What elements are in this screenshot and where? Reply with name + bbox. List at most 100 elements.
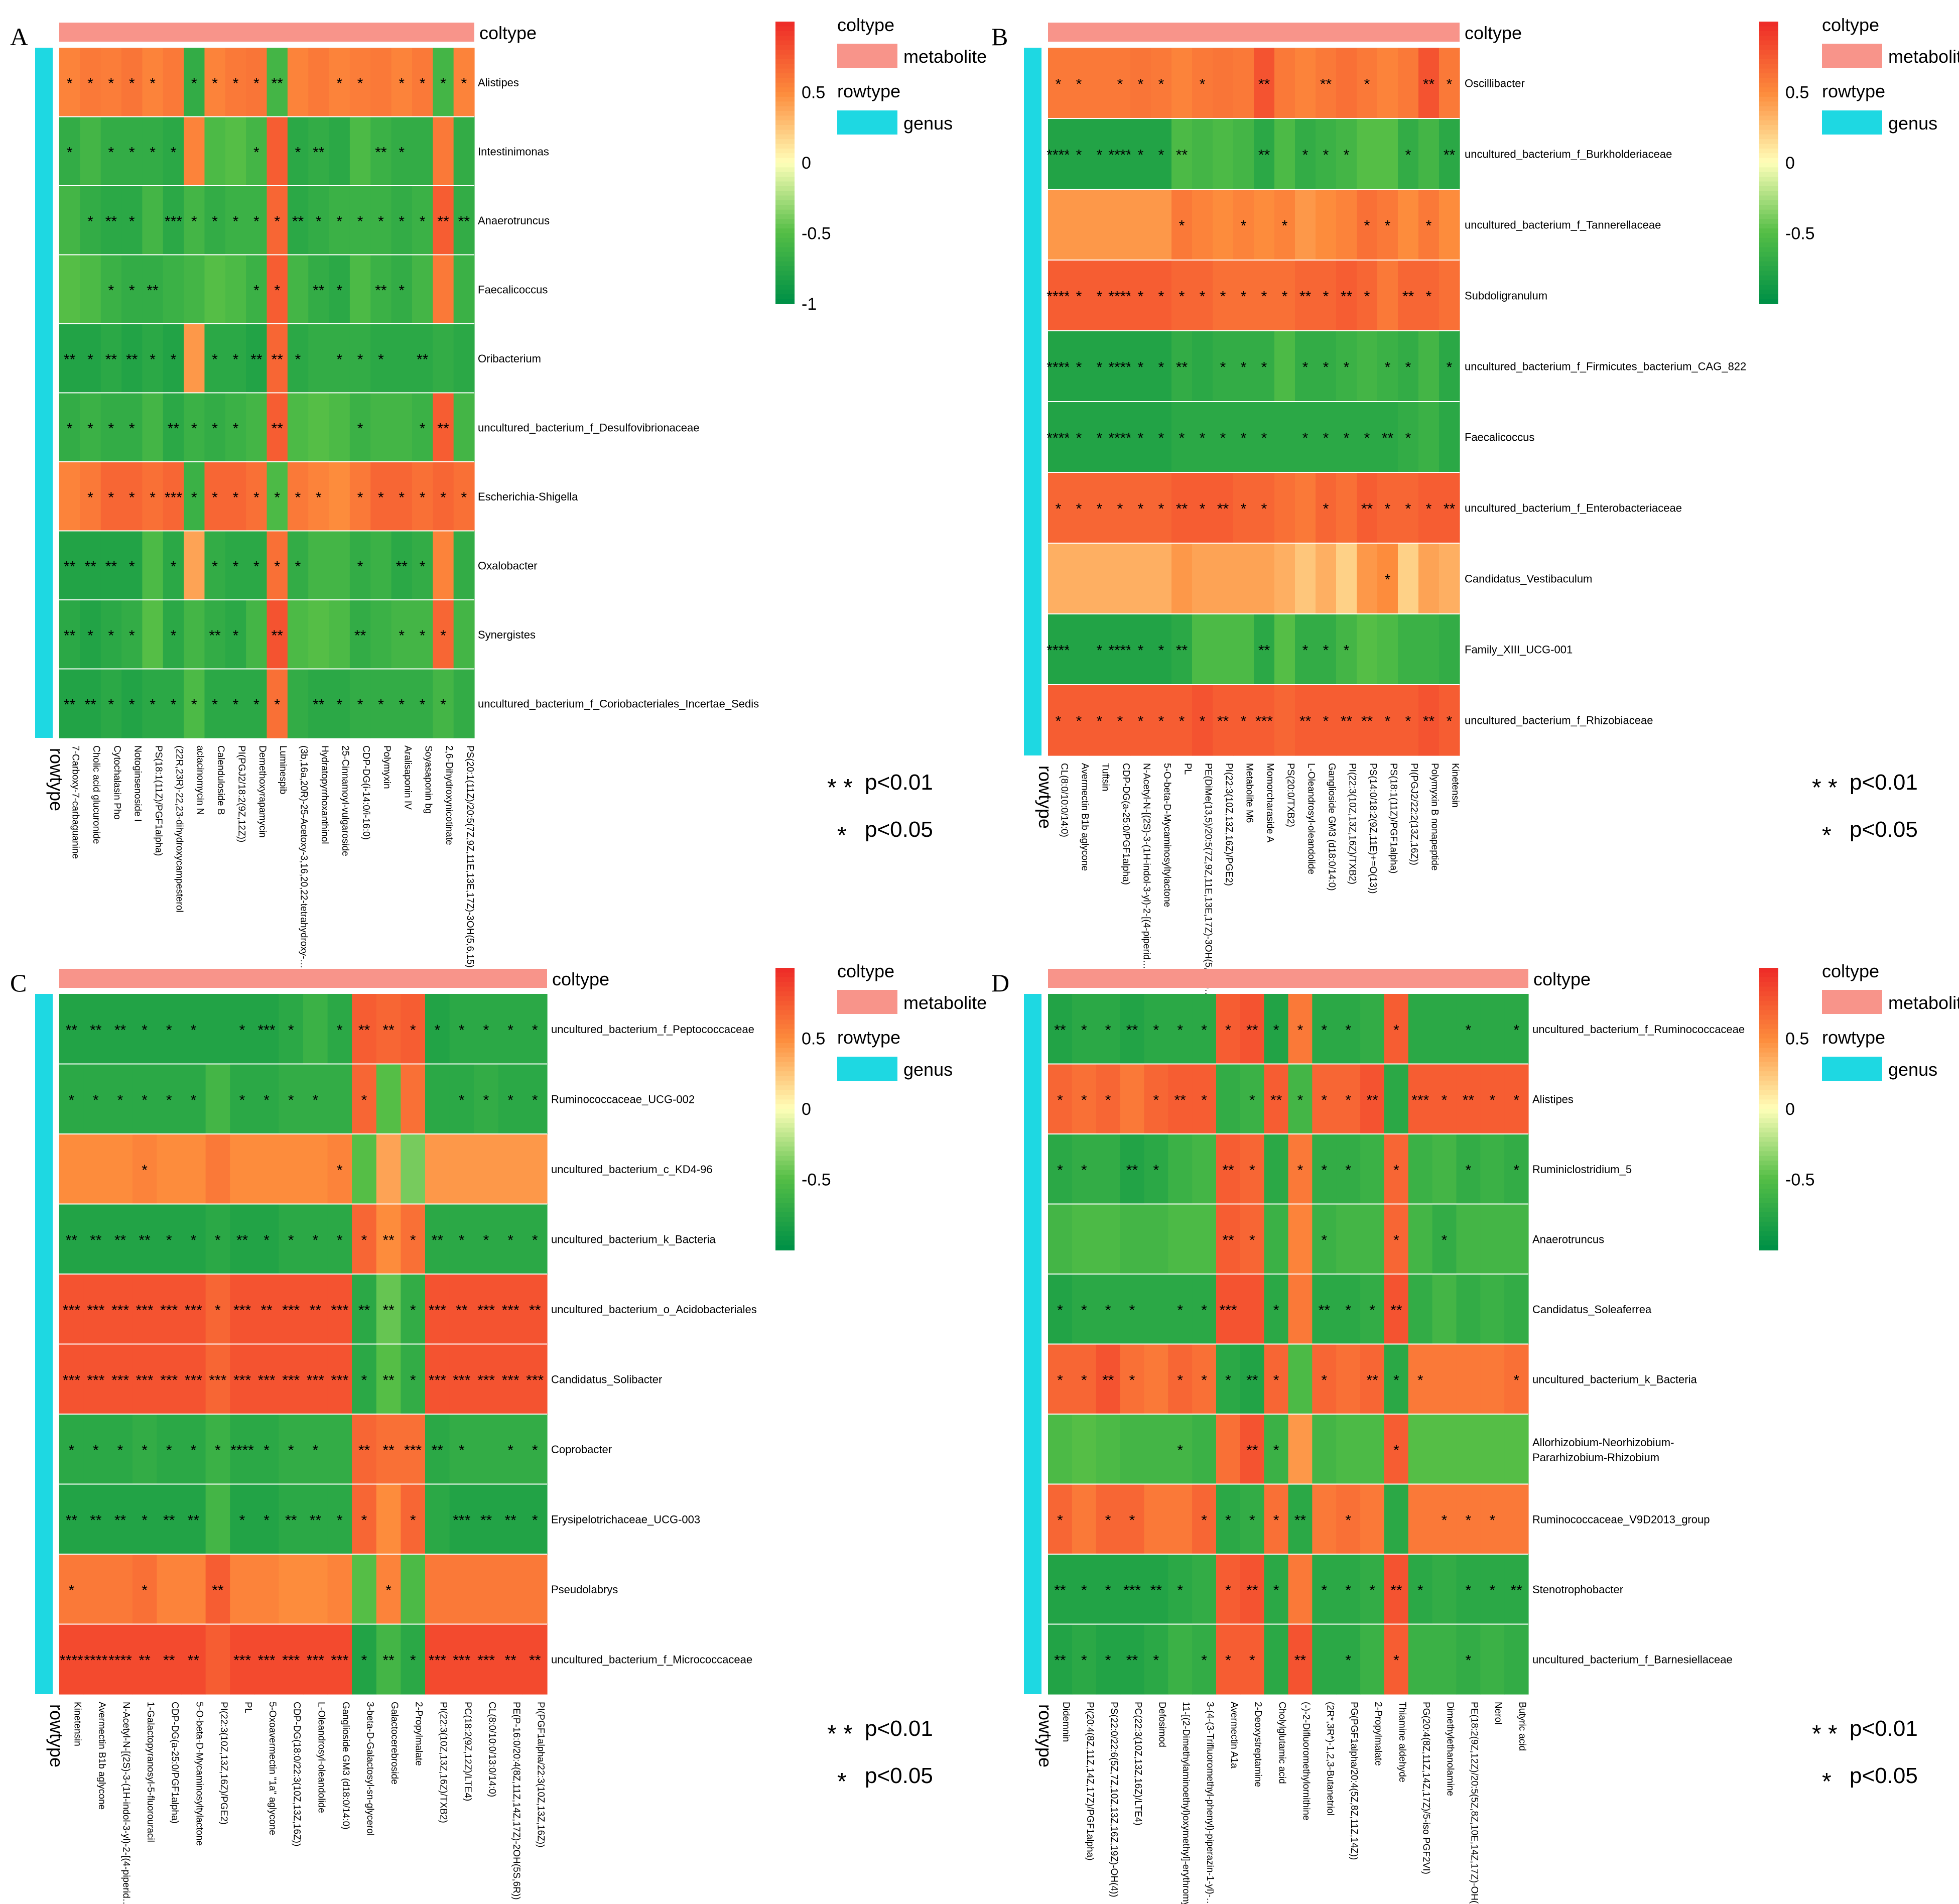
significance-mark: * <box>1225 1652 1231 1669</box>
significance-mark: ** <box>1294 1512 1307 1529</box>
legend-coltype-title: coltype <box>837 961 894 981</box>
heatmap-cell <box>1192 1484 1217 1555</box>
heatmap-cell <box>1408 1414 1433 1485</box>
significance-mark: * <box>399 282 405 299</box>
heatmap-cell <box>1048 994 1073 1065</box>
colorbar-segment <box>775 228 795 234</box>
heatmap-cell <box>1439 543 1460 614</box>
colorbar-segment <box>775 96 795 102</box>
significance-mark: ** <box>64 558 76 575</box>
significance-mark: * <box>1369 1302 1375 1319</box>
heatmap-cell <box>1336 260 1357 331</box>
heatmap-cell <box>391 48 413 117</box>
column-label: 3-(4-(3-Trifluoromethyl-phenyl)-piperazi… <box>1205 1702 1215 1904</box>
significance-mark: * <box>1105 1092 1111 1108</box>
significance-mark: * <box>1297 1022 1303 1039</box>
colorbar-tick-label: -0.5 <box>1785 224 1815 243</box>
significance-mark: * <box>253 75 259 92</box>
heatmap-cell <box>1432 1554 1457 1625</box>
significance-mark: **** <box>84 1652 108 1669</box>
significance-mark: * <box>142 1582 148 1599</box>
heatmap-cell <box>1408 1624 1433 1695</box>
heatmap-cell <box>433 600 454 670</box>
colorbar-segment <box>775 242 795 248</box>
colorbar-segment <box>1759 996 1778 1001</box>
column-label: 2-Propylmalate <box>414 1702 424 1766</box>
heatmap-cell <box>1089 472 1110 544</box>
colorbar-segment <box>775 294 795 300</box>
colorbar-tick-label: 0 <box>1785 1100 1795 1119</box>
heatmap-cell <box>1192 994 1217 1065</box>
heatmap-cell <box>329 48 350 117</box>
significance-mark: ** <box>66 1232 78 1248</box>
significance-mark: * <box>1220 359 1226 376</box>
heatmap-cell <box>1264 1414 1289 1485</box>
significance-mark: * <box>253 144 259 161</box>
column-label: Defosimod <box>1156 1702 1167 1747</box>
significance-mark: ** <box>1444 501 1456 518</box>
colorbar-tick-label: 0.5 <box>1785 1030 1809 1049</box>
column-label: Didemnin <box>1061 1702 1071 1742</box>
significance-mark: ** <box>310 1302 322 1319</box>
heatmap-cell <box>1456 1064 1481 1134</box>
heatmap-cell <box>1360 994 1385 1065</box>
significance-mark: * <box>459 1022 465 1039</box>
heatmap-cell <box>1360 1204 1385 1275</box>
significance-mark: * <box>1466 1652 1472 1669</box>
colorbar-segment <box>1759 257 1778 262</box>
heatmap-cell <box>83 1204 108 1275</box>
heatmap-cell <box>1398 472 1419 544</box>
heatmap-cell <box>1151 614 1172 685</box>
heatmap-cell <box>1089 331 1110 402</box>
heatmap-cell <box>1048 1134 1073 1205</box>
column-label: Luminespib <box>278 745 288 794</box>
colorbar-segment <box>1759 1146 1778 1152</box>
significance-mark: * <box>1153 1092 1159 1108</box>
heatmap-cell <box>83 1064 108 1134</box>
heatmap-cell <box>425 1134 450 1205</box>
heatmap-cell <box>308 600 330 670</box>
column-label: Aralisaponin IV <box>402 745 413 810</box>
significance-mark: * <box>410 1232 416 1248</box>
heatmap-cell <box>100 531 122 600</box>
significance-mark: ** <box>1366 1372 1378 1388</box>
significance-legend: * * p<0.01* p<0.05 <box>1812 1716 1918 1795</box>
heatmap-cell <box>225 669 246 738</box>
heatmap-cell <box>59 1064 84 1134</box>
heatmap-cell <box>157 1274 182 1345</box>
heatmap-cell <box>1336 685 1357 756</box>
significance-mark: *** <box>453 1652 470 1669</box>
heatmap-cell <box>1456 1624 1481 1695</box>
heatmap-cell <box>1312 1554 1337 1625</box>
heatmap-cell <box>1048 331 1069 402</box>
heatmap-cell <box>1384 1204 1409 1275</box>
heatmap-cell <box>474 1484 499 1555</box>
significance-mark: * <box>1138 430 1144 447</box>
heatmap-cell <box>352 1064 377 1134</box>
column-label: Ganglioside GM3 (d18:0/14:0) <box>1327 763 1337 891</box>
colorbar-segment <box>775 982 795 987</box>
significance-mark: * <box>215 1302 221 1319</box>
row-label: Faecalicoccus <box>1465 431 1534 444</box>
heatmap-cell <box>1233 543 1254 614</box>
heatmap-cell <box>1089 189 1110 261</box>
heatmap-cell <box>1336 331 1357 402</box>
significance-mark: *** <box>185 1302 202 1319</box>
heatmap-cell <box>1130 118 1151 190</box>
colorbar-tick-label: 0 <box>802 1100 811 1119</box>
significance-mark: *** <box>165 489 182 506</box>
significance-mark: * <box>233 558 239 575</box>
colorbar-segment <box>775 1043 795 1049</box>
significance-mark: * <box>108 75 114 92</box>
heatmap-cell <box>1456 1484 1481 1555</box>
heatmap-cell <box>352 1204 377 1275</box>
heatmap-cell <box>1254 543 1275 614</box>
significance-mark: * <box>233 213 239 230</box>
significance-mark: * <box>191 696 197 713</box>
significance-mark: * <box>1241 289 1247 305</box>
row-label: uncultured_bacterium_o_Acidobacteriales <box>551 1303 757 1316</box>
significance-mark: * <box>1273 1582 1279 1599</box>
heatmap-cell <box>230 1274 255 1345</box>
heatmap-cell <box>1240 1624 1265 1695</box>
heatmap-cell <box>453 669 475 738</box>
